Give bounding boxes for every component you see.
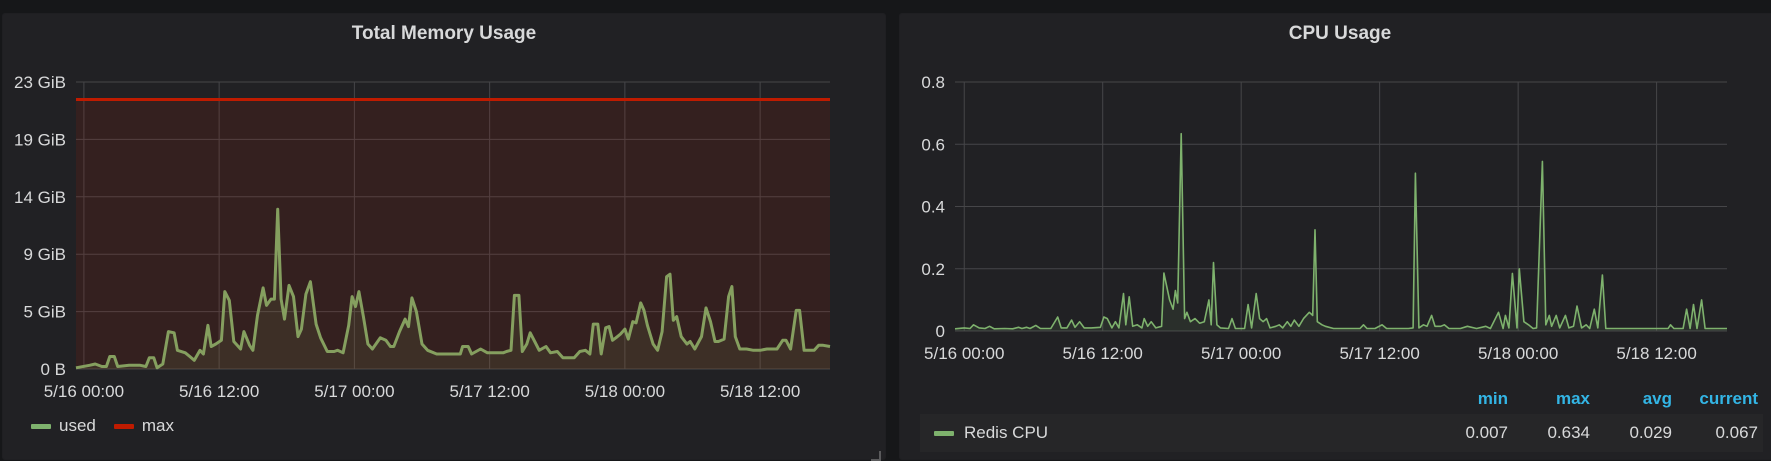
memory-legend: used max bbox=[31, 416, 174, 436]
x-tick-label: 5/18 12:00 bbox=[1616, 344, 1696, 363]
x-tick-label: 5/17 00:00 bbox=[314, 382, 394, 401]
y-tick-label: 0 B bbox=[40, 360, 66, 379]
y-tick-label: 0 bbox=[936, 322, 945, 341]
memory-panel-title[interactable]: Total Memory Usage bbox=[351, 23, 537, 44]
value-min: 0.007 bbox=[1465, 423, 1508, 442]
max-swatch-icon bbox=[113, 423, 134, 429]
x-tick-label: 5/16 00:00 bbox=[924, 344, 1004, 363]
series-area bbox=[955, 133, 1727, 331]
header-max[interactable]: max bbox=[1555, 389, 1590, 408]
y-tick-label: 0.8 bbox=[921, 73, 945, 92]
redis-cpu-swatch-icon bbox=[934, 430, 954, 436]
x-tick-label: 5/18 00:00 bbox=[1478, 344, 1558, 363]
value-current: 0.067 bbox=[1715, 423, 1758, 442]
legend-table-header: min max avg current bbox=[920, 384, 1763, 414]
y-tick-label: 9 GiB bbox=[23, 245, 66, 264]
series-line bbox=[954, 132, 1727, 330]
max-area bbox=[76, 99, 830, 369]
cpu-panel: CPU Usage 0 0.2 0.4 0.6 0.8 5/16 00:00 5/16 12… bbox=[899, 13, 1771, 460]
series-line bbox=[75, 207, 831, 370]
series-area bbox=[76, 209, 830, 369]
header-avg[interactable]: avg bbox=[1642, 389, 1672, 408]
cpu-chart: 0 0.2 0.4 0.6 0.8 5/16 00:00 5/16 12:00 5/17 00… bbox=[921, 73, 1727, 363]
x-tick-label: 5/17 12:00 bbox=[1339, 344, 1419, 363]
legend-table-row: Redis CPU 0.007 0.634 0.029 0.067 bbox=[920, 414, 1763, 452]
memory-chart: 0 B 5 GiB 9 GiB 14 GiB 19 GiB 23 GiB 5/16 00:0… bbox=[14, 73, 831, 401]
y-tick-label: 19 GiB bbox=[14, 130, 66, 149]
used-swatch-icon bbox=[31, 423, 51, 429]
legend-label-used: used bbox=[59, 416, 96, 435]
x-tick-label: 5/17 00:00 bbox=[1201, 344, 1281, 363]
memory-panel: Total Memory Usage 0 B 5 GiB 9 GiB 14 GiB 19… bbox=[2, 13, 886, 461]
x-tick-label: 5/16 12:00 bbox=[179, 382, 259, 401]
legend-label-max: max bbox=[141, 416, 174, 435]
value-avg: 0.029 bbox=[1629, 423, 1672, 442]
cpu-panel-title[interactable]: CPU Usage bbox=[1288, 23, 1392, 44]
x-tick-label: 5/18 12:00 bbox=[720, 382, 800, 401]
legend-item-used[interactable]: used bbox=[31, 416, 96, 436]
x-tick-label: 5/16 12:00 bbox=[1063, 344, 1143, 363]
y-tick-label: 23 GiB bbox=[14, 73, 66, 92]
resize-handle-icon[interactable] bbox=[871, 451, 881, 461]
value-max: 0.634 bbox=[1547, 423, 1590, 442]
x-tick-label: 5/17 12:00 bbox=[449, 382, 529, 401]
x-tick-label: 5/16 00:00 bbox=[44, 382, 124, 401]
y-tick-label: 5 GiB bbox=[23, 303, 66, 322]
series-name: Redis CPU bbox=[964, 423, 1049, 442]
y-tick-label: 14 GiB bbox=[14, 188, 66, 207]
header-min[interactable]: min bbox=[1477, 389, 1508, 408]
cpu-legend-table: min max avg current Redis CPU 0.007 0.63… bbox=[920, 384, 1763, 452]
y-tick-label: 0.2 bbox=[921, 260, 945, 279]
legend-item-max[interactable]: max bbox=[113, 416, 174, 436]
y-tick-label: 0.4 bbox=[921, 198, 945, 217]
y-tick-label: 0.6 bbox=[921, 135, 945, 154]
header-current[interactable]: current bbox=[1699, 389, 1758, 408]
x-tick-label: 5/18 00:00 bbox=[585, 382, 665, 401]
legend-item-redis-cpu[interactable]: Redis CPU bbox=[920, 423, 1448, 443]
